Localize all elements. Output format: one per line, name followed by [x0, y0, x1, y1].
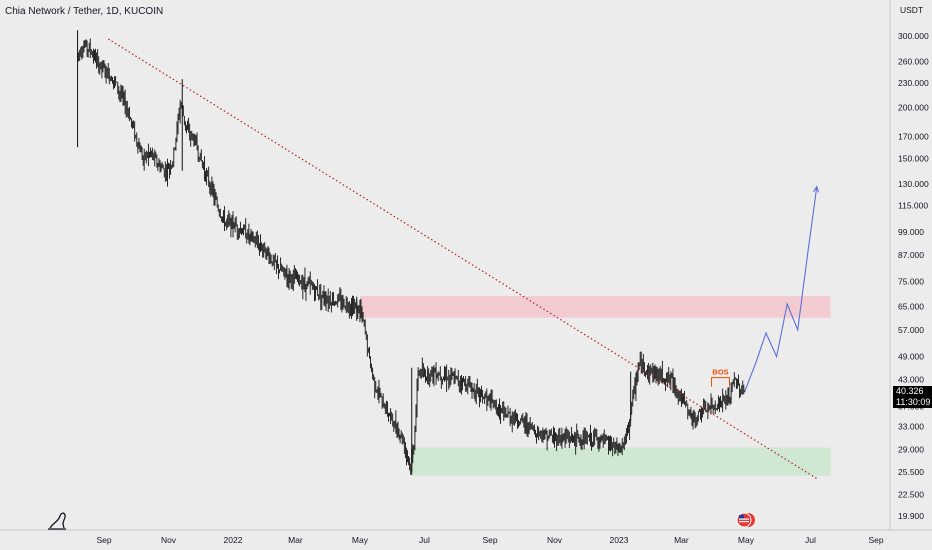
projection-arrowhead	[813, 185, 820, 193]
x-tick-label: Sep	[482, 535, 497, 545]
price-ticks: 300.000 260.000 230.000 200.000 170.000 150.0…	[898, 31, 929, 521]
time-ticks: Sep Nov 2022 Mar May Jul Sep Nov 2023 Mar May Jul Se…	[96, 535, 883, 545]
y-tick-label: 115.000	[898, 201, 928, 211]
candles-layer	[77, 30, 746, 476]
x-tick-label: 2022	[224, 535, 243, 545]
y-tick-label: 170.000	[898, 131, 929, 141]
x-tick-label: Mar	[288, 535, 303, 545]
y-tick-label: 300.000	[898, 31, 929, 41]
y-tick-label: 57.000	[898, 325, 924, 335]
price-axis-currency: USDT	[900, 5, 923, 15]
y-tick-label: 230.000	[898, 78, 929, 88]
y-tick-label: 75.000	[898, 276, 924, 286]
x-tick-label: Mar	[674, 535, 689, 545]
y-tick-label: 25.500	[898, 467, 924, 477]
y-tick-label: 130.000	[898, 179, 929, 189]
y-tick-label: 150.000	[898, 154, 929, 164]
y-tick-label: 33.000	[898, 422, 924, 432]
x-tick-label: Nov	[547, 535, 563, 545]
y-tick-label: 19.900	[898, 511, 924, 521]
y-tick-label: 49.000	[898, 352, 924, 362]
x-tick-label: May	[738, 535, 755, 545]
y-tick-label: 29.000	[898, 444, 924, 454]
chart-title: Chia Network / Tether, 1D, KUCOIN	[5, 6, 164, 17]
y-tick-label: 200.000	[898, 103, 929, 113]
overlays-layer: BOS	[107, 38, 820, 480]
y-tick-label: 260.000	[898, 56, 929, 66]
projection-path	[744, 186, 818, 392]
resistance-zone	[359, 296, 831, 318]
plot-background	[0, 0, 890, 530]
x-tick-label: Jul	[419, 535, 430, 545]
x-tick-label: Sep	[868, 535, 883, 545]
y-tick-label: 99.000	[898, 227, 924, 237]
us-flag-icon	[736, 512, 755, 528]
bos-label: BOS	[712, 368, 728, 377]
y-tick-label: 65.000	[898, 302, 924, 312]
y-tick-label: 22.500	[898, 489, 924, 499]
last-price-tag: 40.326	[893, 386, 932, 397]
y-tick-label: 87.000	[898, 250, 924, 260]
x-tick-label: Jul	[805, 535, 816, 545]
x-tick-label: Sep	[96, 535, 111, 545]
bos-bracket	[711, 377, 731, 387]
x-tick-label: 2023	[610, 535, 629, 545]
x-tick-label: Nov	[161, 535, 177, 545]
y-tick-label: 43.000	[898, 375, 924, 385]
logo-icon	[48, 512, 66, 530]
countdown-tag: 11:30:09	[893, 397, 932, 408]
x-tick-label: May	[352, 535, 369, 545]
